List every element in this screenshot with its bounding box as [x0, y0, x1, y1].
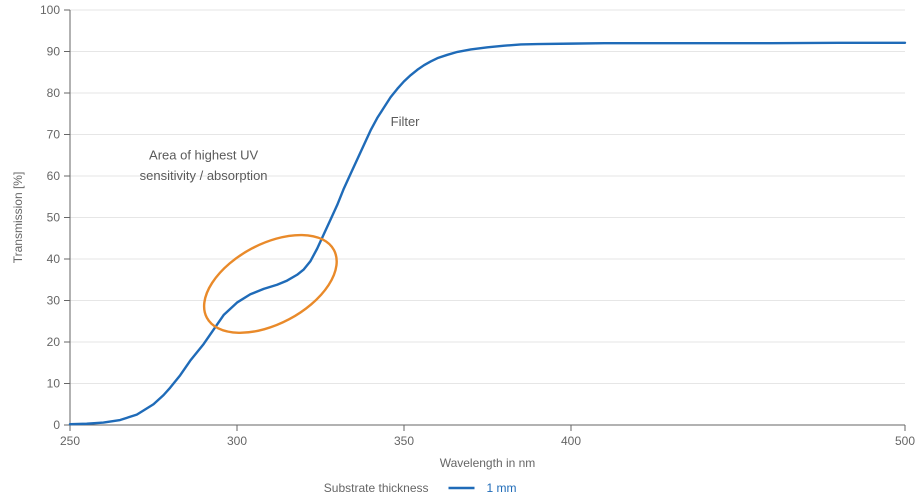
y-tick-label: 100: [40, 3, 60, 17]
filter-label: Filter: [391, 114, 421, 129]
y-tick-label: 50: [47, 211, 61, 225]
x-tick-label: 350: [394, 434, 414, 448]
y-tick-label: 90: [47, 45, 61, 59]
highlight-label-line1: Area of highest UV: [149, 147, 258, 162]
x-tick-label: 250: [60, 434, 80, 448]
x-axis-label: Wavelength in nm: [440, 456, 536, 470]
x-tick-label: 300: [227, 434, 247, 448]
legend-item-label: 1 mm: [487, 481, 517, 495]
y-tick-label: 60: [47, 169, 61, 183]
y-tick-label: 80: [47, 86, 61, 100]
x-tick-label: 500: [895, 434, 915, 448]
x-tick-label: 400: [561, 434, 581, 448]
y-tick-label: 70: [47, 128, 61, 142]
legend-title: Substrate thickness: [324, 481, 429, 495]
transmission-chart: 250 300 350 400 500 0 10 20 30 40 50 60 70 80 90 100 Wav…: [0, 0, 917, 502]
y-tick-label: 40: [47, 252, 61, 266]
y-axis-label: Transmission [%]: [11, 172, 25, 264]
y-tick-label: 30: [47, 294, 61, 308]
y-tick-label: 10: [47, 377, 61, 391]
y-tick-label: 0: [53, 418, 60, 432]
y-tick-label: 20: [47, 335, 61, 349]
highlight-label-line2: sensitivity / absorption: [140, 168, 268, 183]
